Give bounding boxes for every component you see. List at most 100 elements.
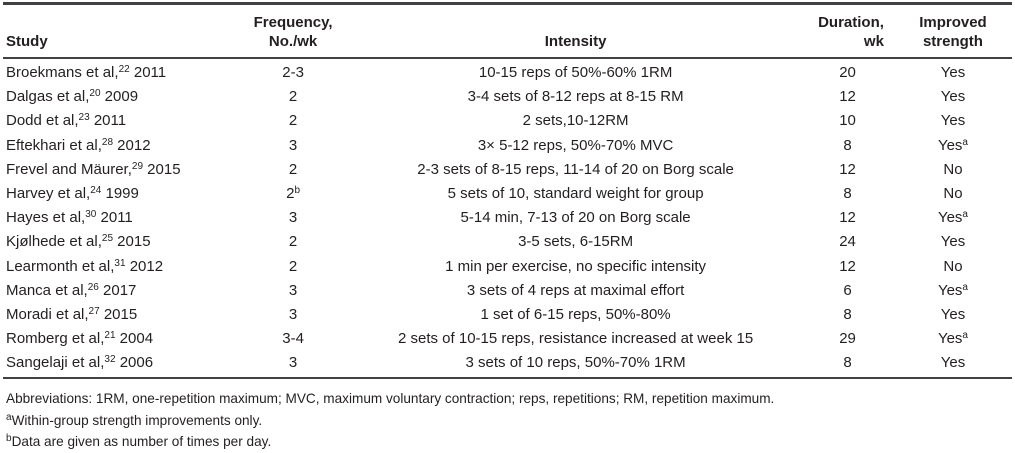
improved-strength-cell: Yesa	[937, 330, 968, 348]
footnote-ref: a	[962, 136, 968, 148]
table-row: Eftekhari et al,28 2012 3 3× 5-12 reps, …	[3, 133, 1012, 157]
study-cell: Frevel and Mäurer,29 2015	[6, 160, 181, 178]
col-header-improved-strength: Improved strength	[893, 3, 1012, 59]
table-row: Broekmans et al,22 2011 2-3 10-15 reps o…	[3, 58, 1012, 85]
table-row: Dodd et al,23 2011 2 2 sets,10-12RM 10 Y…	[3, 109, 1012, 133]
improved-strength-cell: Yes	[940, 354, 966, 372]
duration-cell: 20	[839, 64, 856, 81]
citation-ref: 28	[101, 136, 114, 148]
intensity-cell: 3 sets of 4 reps at maximal effort	[466, 281, 685, 299]
improved-strength-cell: Yesa	[937, 209, 968, 227]
citation-ref: 32	[104, 354, 116, 366]
duration-cell: 8	[843, 305, 852, 323]
table-row: Harvey et al,24 1999 2b 5 sets of 10, st…	[3, 182, 1012, 206]
improved-strength-cell: Yesa	[937, 281, 968, 299]
duration-cell: 12	[839, 88, 856, 106]
duration-cell: 8	[843, 136, 852, 154]
frequency-cell: 3	[288, 354, 298, 372]
frequency-cell: 2	[288, 112, 298, 130]
duration-cell: 12	[839, 160, 856, 178]
footnote-ref: a	[962, 281, 968, 293]
study-cell: Dodd et al,23 2011	[6, 112, 127, 130]
table-row: Sangelaji et al,32 2006 3 3 sets of 10 r…	[3, 351, 1012, 378]
intensity-cell: 2 sets,10-12RM	[522, 112, 629, 130]
frequency-cell: 2	[288, 160, 298, 178]
citation-ref: 31	[114, 257, 126, 269]
intensity-cell: 3-4 sets of 8-12 reps at 8-15 RM	[467, 88, 684, 106]
col-header-intensity: Intensity	[346, 3, 806, 59]
study-cell: Dalgas et al,20 2009	[6, 88, 139, 106]
frequency-cell: 3-4	[282, 330, 304, 348]
intensity-cell: 3 sets of 10 reps, 50%-70% 1RM	[465, 354, 686, 372]
duration-cell: 29	[839, 330, 856, 348]
frequency-cell: 2	[288, 233, 298, 251]
footnote-a-marker: a	[6, 411, 12, 423]
study-cell: Romberg et al,21 2004	[6, 330, 154, 348]
improved-strength-cell: Yes	[940, 305, 966, 323]
study-cell: Manca et al,26 2017	[6, 281, 137, 299]
citation-ref: 25	[101, 233, 114, 245]
table-footnotes: Abbreviations: 1RM, one-repetition maxim…	[3, 388, 1012, 453]
frequency-cell: 2	[288, 88, 298, 106]
citation-ref: 20	[89, 88, 101, 100]
improved-strength-cell: Yesa	[937, 136, 968, 154]
improved-strength-cell: No	[943, 184, 963, 202]
intensity-cell: 2-3 sets of 8-15 reps, 11-14 of 20 on Bo…	[417, 160, 734, 178]
col-header-study: Study	[3, 3, 241, 59]
improved-strength-cell: Yes	[940, 112, 966, 130]
col-header-duration: Duration, wk	[805, 3, 894, 59]
footnote-ref: b	[294, 184, 301, 196]
table-row: Frevel and Mäurer,29 2015 2 2-3 sets of …	[3, 158, 1012, 182]
table-row: Manca et al,26 2017 3 3 sets of 4 reps a…	[3, 279, 1012, 303]
study-cell: Broekmans et al,22 2011	[6, 64, 167, 81]
frequency-cell: 3	[288, 281, 298, 299]
frequency-cell: 3	[288, 136, 298, 154]
study-cell: Learmonth et al,31 2012	[6, 257, 164, 275]
table-row: Dalgas et al,20 2009 2 3-4 sets of 8-12 …	[3, 85, 1012, 109]
citation-ref: 21	[104, 330, 116, 342]
duration-cell: 8	[843, 184, 852, 202]
table-row: Learmonth et al,31 2012 2 1 min per exer…	[3, 254, 1012, 278]
footnote-a: aWithin-group strength improvements only…	[6, 411, 263, 428]
frequency-cell: 3	[288, 209, 298, 227]
frequency-cell: 2	[288, 257, 298, 275]
table-row: Kjølhede et al,25 2015 2 3-5 sets, 6-15R…	[3, 230, 1012, 254]
table-header: Study Frequency, No./wk Intensity Duratio…	[3, 3, 1012, 59]
improved-strength-cell: No	[943, 160, 963, 178]
col-header-frequency: Frequency, No./wk	[240, 3, 347, 59]
study-cell: Kjølhede et al,25 2015	[6, 233, 151, 251]
table-row: Hayes et al,30 2011 3 5-14 min, 7-13 of …	[3, 206, 1012, 230]
duration-cell: 10	[839, 112, 856, 130]
study-cell: Sangelaji et al,32 2006	[6, 354, 154, 372]
improved-strength-cell: Yes	[940, 88, 966, 106]
duration-cell: 24	[839, 233, 856, 251]
footnote-ref: a	[962, 330, 968, 342]
improved-strength-cell: Yes	[940, 233, 966, 251]
study-cell: Moradi et al,27 2015	[6, 305, 138, 323]
intensity-cell: 10-15 reps of 50%-60% 1RM	[478, 64, 673, 81]
intensity-cell: 5-14 min, 7-13 of 20 on Borg scale	[460, 209, 691, 227]
citation-ref: 24	[90, 184, 102, 196]
table-row: Romberg et al,21 2004 3-4 2 sets of 10-1…	[3, 327, 1012, 351]
resistance-training-studies-table: Study Frequency, No./wk Intensity Duratio…	[3, 2, 1012, 379]
citation-ref: 30	[85, 209, 97, 221]
duration-cell: 12	[839, 209, 856, 227]
intensity-cell: 3-5 sets, 6-15RM	[518, 233, 634, 251]
study-cell: Harvey et al,24 1999	[6, 184, 139, 202]
footnote-ref: a	[962, 209, 968, 221]
intensity-cell: 5 sets of 10, standard weight for group	[447, 184, 704, 202]
duration-cell: 8	[843, 354, 852, 372]
intensity-cell: 1 set of 6-15 reps, 50%-80%	[480, 305, 671, 323]
citation-ref: 23	[78, 112, 90, 124]
citation-ref: 26	[87, 281, 99, 293]
frequency-cell: 2b	[286, 184, 301, 202]
duration-cell: 12	[839, 257, 856, 275]
citation-ref: 27	[88, 305, 100, 317]
intensity-cell: 1 min per exercise, no specific intensit…	[445, 257, 707, 275]
table-row: Moradi et al,27 2015 3 1 set of 6-15 rep…	[3, 303, 1012, 327]
footnote-abbreviations: Abbreviations: 1RM, one-repetition maxim…	[6, 391, 775, 407]
table-body: Broekmans et al,22 2011 2-3 10-15 reps o…	[3, 58, 1012, 379]
intensity-cell: 3× 5-12 reps, 50%-70% MVC	[477, 136, 674, 154]
citation-ref: 29	[131, 160, 144, 172]
